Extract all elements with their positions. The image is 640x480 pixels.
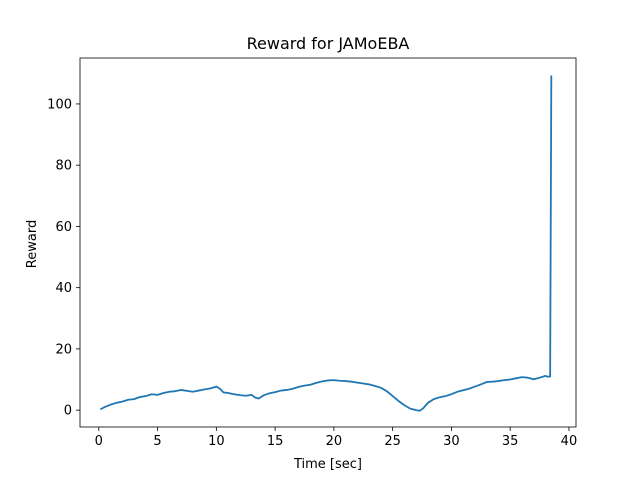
x-tick-label: 30 xyxy=(443,434,460,449)
x-tick-label: 0 xyxy=(95,434,103,449)
chart-title: Reward for JAMoEBA xyxy=(247,34,410,53)
x-tick-label: 15 xyxy=(267,434,284,449)
x-tick-label: 5 xyxy=(153,434,161,449)
x-tick-label: 35 xyxy=(502,434,519,449)
x-tick-label: 25 xyxy=(384,434,401,449)
y-tick-label: 40 xyxy=(55,281,72,296)
x-axis-ticks: 0 5 10 15 20 25 30 35 40 xyxy=(95,427,578,449)
y-axis-label: Reward xyxy=(25,220,40,268)
y-tick-label: 0 xyxy=(64,404,72,419)
x-tick-label: 40 xyxy=(561,434,578,449)
y-tick-label: 80 xyxy=(55,159,72,174)
x-axis-label: Time [sec] xyxy=(293,457,362,472)
y-tick-label: 20 xyxy=(55,342,72,357)
x-tick-label: 10 xyxy=(208,434,225,449)
y-axis-ticks: 0 20 40 60 80 100 xyxy=(47,97,80,419)
series-line xyxy=(99,75,553,412)
axes-frame xyxy=(79,57,577,428)
x-tick-label: 20 xyxy=(326,434,343,449)
y-tick-label: 60 xyxy=(55,220,72,235)
y-tick-label: 100 xyxy=(47,97,72,112)
